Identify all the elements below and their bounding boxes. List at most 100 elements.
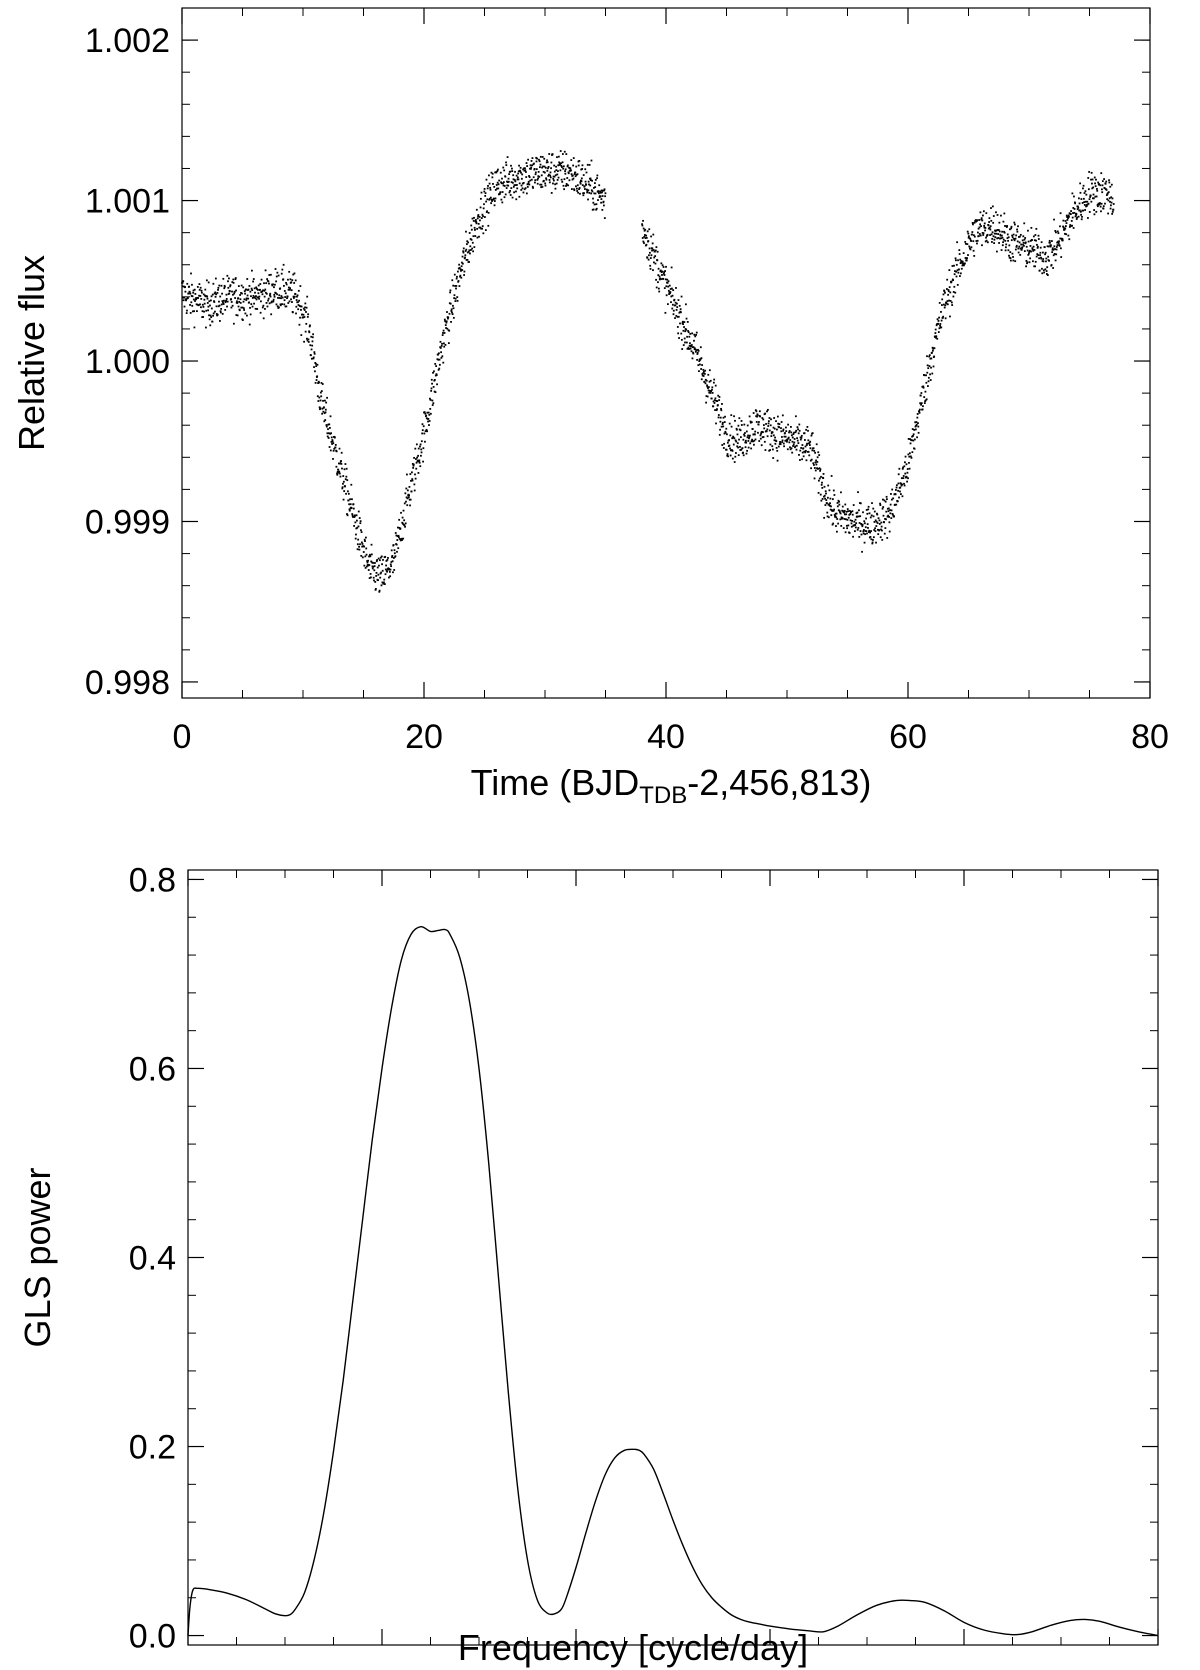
data-point xyxy=(1014,223,1016,226)
data-point xyxy=(744,446,747,449)
data-point xyxy=(1100,202,1103,205)
data-point xyxy=(453,273,456,276)
data-point xyxy=(724,415,726,418)
data-point xyxy=(687,346,690,349)
data-point xyxy=(694,348,697,351)
data-point xyxy=(525,171,527,173)
data-point xyxy=(774,442,777,445)
data-point xyxy=(432,371,434,374)
data-point xyxy=(413,483,416,486)
data-point xyxy=(1042,269,1045,272)
data-point xyxy=(894,503,896,506)
data-point xyxy=(349,498,351,501)
data-point xyxy=(685,341,688,344)
data-point xyxy=(1054,230,1057,232)
data-point xyxy=(529,164,532,167)
data-point xyxy=(936,337,939,340)
data-point xyxy=(495,171,498,174)
data-point xyxy=(1040,257,1043,260)
data-point xyxy=(694,347,696,350)
data-point xyxy=(725,448,728,451)
data-point xyxy=(957,259,959,262)
data-point xyxy=(572,164,575,167)
data-point xyxy=(1109,207,1112,210)
data-point xyxy=(779,441,782,444)
data-point xyxy=(988,221,991,223)
data-point xyxy=(470,249,472,251)
data-point xyxy=(859,530,862,532)
data-point xyxy=(311,340,314,343)
data-point xyxy=(572,157,575,159)
data-point xyxy=(794,431,797,434)
data-point xyxy=(923,396,926,399)
data-point xyxy=(275,303,278,306)
data-point xyxy=(993,232,996,235)
y-tick-label: 0.2 xyxy=(129,1429,176,1467)
data-point xyxy=(1044,253,1046,256)
data-point xyxy=(546,159,548,162)
data-point xyxy=(475,222,478,225)
data-point xyxy=(737,424,740,427)
data-point xyxy=(335,465,338,468)
data-point xyxy=(231,304,234,307)
data-point xyxy=(959,262,962,265)
data-point xyxy=(689,342,691,345)
data-point xyxy=(951,265,954,267)
data-point xyxy=(643,242,645,244)
data-point xyxy=(226,300,229,303)
data-point xyxy=(467,250,470,253)
data-point xyxy=(734,455,737,458)
data-point xyxy=(704,369,707,372)
data-point xyxy=(1068,212,1071,215)
data-point xyxy=(480,191,483,194)
data-point xyxy=(226,305,228,308)
data-point xyxy=(1081,202,1084,204)
data-point xyxy=(494,197,497,200)
data-point xyxy=(259,288,261,291)
data-point xyxy=(1057,240,1059,243)
data-point xyxy=(735,427,738,430)
data-point xyxy=(806,450,809,453)
data-point xyxy=(761,436,764,439)
data-point xyxy=(972,249,975,252)
data-point xyxy=(1096,189,1099,192)
data-point xyxy=(347,492,350,495)
data-point xyxy=(515,190,517,193)
data-point xyxy=(568,169,571,172)
data-point xyxy=(476,217,479,220)
data-point xyxy=(182,280,185,283)
data-point xyxy=(575,185,577,188)
data-point xyxy=(979,223,982,226)
data-point xyxy=(1069,213,1072,216)
data-point xyxy=(767,420,770,423)
data-point xyxy=(587,180,590,183)
data-point xyxy=(657,281,659,284)
data-point xyxy=(984,240,987,243)
data-point xyxy=(871,542,874,545)
data-point xyxy=(1051,247,1054,250)
data-point xyxy=(866,532,868,535)
data-point xyxy=(232,293,234,296)
data-point xyxy=(255,298,258,301)
data-point xyxy=(712,405,715,408)
data-point xyxy=(904,472,907,475)
data-point xyxy=(713,399,716,402)
data-point xyxy=(446,311,448,313)
data-point xyxy=(953,285,956,288)
data-point xyxy=(867,508,870,511)
data-point xyxy=(331,440,334,443)
data-point xyxy=(503,169,506,172)
data-point xyxy=(651,247,654,250)
data-point xyxy=(397,547,400,550)
data-point xyxy=(401,539,403,541)
data-point xyxy=(660,262,663,265)
data-point xyxy=(995,211,997,214)
data-point xyxy=(346,490,349,493)
data-point xyxy=(1018,245,1021,248)
data-point xyxy=(552,175,555,178)
data-point xyxy=(446,327,449,330)
data-point xyxy=(387,557,389,559)
data-point xyxy=(242,286,245,289)
data-point xyxy=(471,241,474,244)
data-point xyxy=(741,447,744,450)
